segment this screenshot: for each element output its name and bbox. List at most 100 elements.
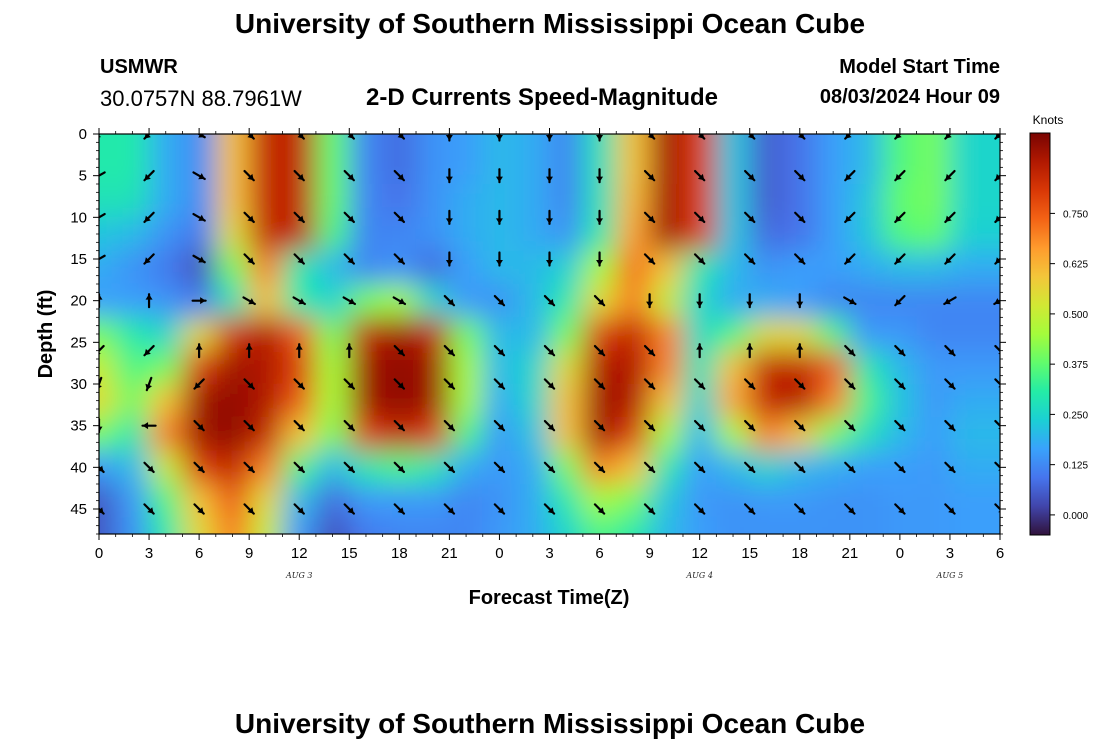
heatmap-cell (883, 217, 918, 252)
current-vector (143, 461, 155, 474)
heatmap-cell (649, 250, 684, 285)
current-vector (994, 134, 1000, 140)
heatmap-cell (416, 517, 450, 534)
current-vector (293, 211, 305, 224)
heatmap-cell (99, 517, 117, 534)
heatmap-cell (649, 217, 684, 252)
current-vector (746, 293, 754, 309)
heatmap-cell (149, 284, 184, 318)
day-label: AUG 3 (285, 571, 313, 580)
current-vector (145, 293, 153, 309)
heatmap-cell (115, 417, 150, 452)
heatmap-cell (783, 134, 818, 152)
heatmap-cell (249, 150, 284, 185)
heatmap-cell (716, 317, 751, 352)
heatmap-cell (149, 484, 184, 518)
heatmap-cell (582, 134, 617, 152)
heatmap-cell (616, 484, 651, 518)
heatmap-cell (749, 250, 784, 285)
current-vector (295, 343, 303, 359)
heatmap-cell (549, 284, 584, 318)
heatmap-cell (616, 517, 651, 534)
heatmap-cell (749, 134, 784, 152)
current-vector (293, 253, 305, 265)
y-tick-label: 30 (70, 376, 87, 393)
current-vector (693, 253, 706, 265)
x-tick-label: 15 (741, 545, 758, 562)
current-vector (495, 251, 503, 267)
heatmap-cell (816, 150, 851, 185)
heatmap-cell (616, 134, 651, 152)
current-vector (392, 296, 407, 306)
current-vector (242, 296, 256, 306)
current-vector (798, 134, 806, 140)
model-start-time: 08/03/2024 Hour 09 (819, 86, 1000, 108)
heatmap-cell (582, 350, 617, 385)
heatmap-cell (99, 184, 117, 218)
heatmap-cell (516, 217, 551, 252)
heatmap-cell (115, 217, 150, 252)
heatmap-cell (783, 384, 818, 418)
y-tick-label: 5 (79, 168, 87, 185)
heatmap-cell (249, 384, 284, 418)
heatmap-cell (516, 134, 551, 152)
current-vector (493, 378, 506, 390)
heatmap-cell (549, 150, 584, 185)
heatmap-cell (582, 384, 617, 418)
heatmap-cell (883, 184, 918, 218)
current-vector (643, 253, 656, 265)
current-vector (794, 378, 806, 390)
heatmap-cell (149, 417, 184, 452)
current-vector (746, 343, 754, 359)
heatmap-cell (949, 417, 1000, 452)
heatmap-cell (416, 484, 450, 518)
day-label: AUG 4 (685, 571, 713, 580)
heatmap-cell (549, 484, 584, 518)
heatmap-cell (749, 350, 784, 385)
x-tick-label: 15 (341, 545, 358, 562)
heatmap-cell (949, 184, 1000, 218)
heatmap-cell (682, 484, 717, 518)
heatmap-cell (516, 517, 551, 534)
heatmap-cell (682, 517, 717, 534)
x-axis-title: Forecast Time(Z) (469, 587, 630, 609)
x-tick-label: 9 (645, 545, 653, 562)
heatmap-cell (549, 517, 584, 534)
current-vector (894, 294, 906, 307)
current-vector (495, 168, 503, 184)
heatmap-cell (682, 184, 717, 218)
current-vector (944, 169, 956, 182)
heatmap-cell (449, 250, 484, 285)
heatmap-cell (282, 484, 317, 518)
heatmap-cell (182, 150, 217, 185)
current-vector (693, 461, 706, 474)
heatmap-cell (99, 217, 117, 252)
heatmap-cell (215, 450, 250, 485)
heatmap-cell (883, 417, 918, 452)
current-vector (944, 134, 952, 140)
current-vector (894, 169, 906, 182)
current-vector (493, 419, 506, 432)
current-vector (543, 461, 556, 474)
heatmap-cell (783, 217, 818, 252)
heatmap-cell (249, 517, 284, 534)
current-vector (243, 461, 255, 474)
current-vector (894, 461, 906, 474)
current-vector (393, 461, 406, 474)
current-vector (944, 253, 956, 265)
current-vector (844, 503, 856, 515)
heatmap-cell (249, 450, 284, 485)
heatmap-cell (949, 250, 1000, 285)
current-vector (596, 251, 604, 267)
current-vector (445, 134, 453, 142)
heatmap-cell (449, 284, 484, 318)
heatmap-cell (916, 217, 951, 252)
current-vector (345, 343, 353, 359)
heatmap-cell (416, 284, 450, 318)
current-vector (495, 209, 503, 225)
heatmap-cell (149, 517, 184, 534)
current-vector (794, 169, 806, 182)
heatmap-cell (783, 150, 818, 185)
heatmap-cell (149, 134, 184, 152)
heatmap-cell (382, 350, 417, 385)
